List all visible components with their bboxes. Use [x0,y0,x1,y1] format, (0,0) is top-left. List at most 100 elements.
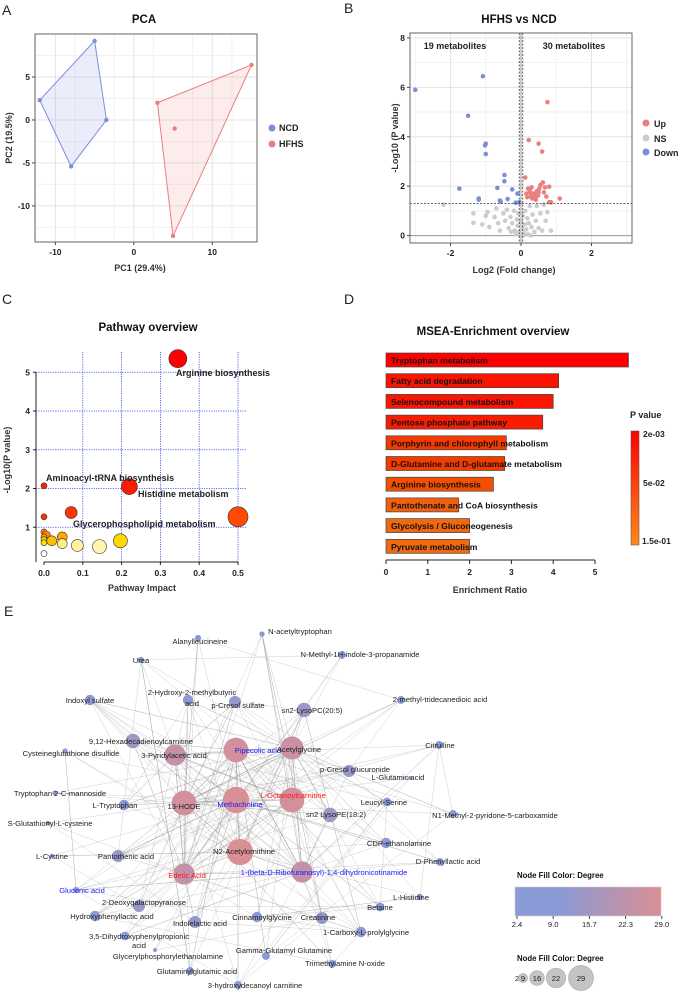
enrichment-bar [385,352,629,368]
network-node [280,736,304,760]
ns-point [527,203,533,209]
enrichment-bar [385,394,554,409]
network-edge [239,709,305,853]
network-edge [183,873,362,933]
plot-frame [409,32,633,244]
legend-ns-marker [642,134,650,142]
ncd-point [92,38,97,44]
network-edge [291,747,441,863]
network-edge [183,799,293,875]
network-node [315,911,329,925]
down-point [502,178,507,184]
network-edge [235,799,387,844]
network-node [182,694,194,706]
network-edge [235,749,303,873]
network-edge [124,871,303,937]
pathway-point [40,539,48,547]
ns-point [508,214,513,220]
up-point [545,99,550,105]
network-node-label: Glycerylphosphorylethanolamine [113,952,223,961]
legend-hfhs-marker [268,140,276,148]
network-edge [183,873,258,918]
network-edge [174,754,241,853]
legend-hfhs-label: HFHS [279,139,304,149]
size-legend-circle [529,970,545,986]
network-edge [235,777,411,801]
network-node [355,926,367,938]
network-node-label: L-Histidine [393,893,429,902]
network-node [342,764,356,778]
network-edge [89,699,176,756]
network-node-label: 3-hydroxydecanoyl carnitine [208,981,303,990]
network-edge [117,770,350,857]
pathway-point [40,550,48,557]
network-node-label: 1-(beta-D-Ribofuranosyl)-1,4-dihydronico… [241,868,408,877]
network-edge [291,799,323,919]
pvalue-legend-low: 1.5e-01 [642,536,671,546]
network-edge [183,633,263,875]
network-edge [183,799,237,875]
network-node-label: 3-Pyridylacetic acid [141,751,206,760]
network-edge [117,747,293,857]
network-edge [419,744,440,898]
ns-point [545,209,550,215]
y-tick-label: 4 [400,132,405,142]
network-edge [303,654,343,711]
colorbar-tick-label: 22.3 [618,920,633,929]
network-edge [183,802,303,873]
network-edge [132,740,185,804]
enrichment-bar [385,456,506,471]
up-count-annotation: 30 metabolites [543,41,606,51]
legend-down-label: Down [654,148,679,158]
network-node-label: L-Tryptophan [93,801,138,810]
network-node [188,915,202,929]
network-node [259,631,265,637]
ns-point [511,208,517,214]
ncd-hull [39,39,107,168]
network-node-label: Hydroxyphenyllactic acid [70,912,154,921]
network-node-label: Tryptophan 2-C-mannoside [14,789,106,798]
ncd-point [68,164,74,169]
legend-ncd-marker [268,124,276,132]
down-point [457,186,462,191]
network-edge [174,701,236,756]
pathway-point [168,349,188,368]
network-node-label: Gluconic acid [59,886,105,895]
network-edge [51,851,241,857]
network-node-label: Gamma-Glutamyl Glutamine [236,946,332,955]
network-edge [174,701,236,756]
network-edge [183,699,189,875]
network-node [125,733,141,749]
network-edge [89,699,185,875]
network-node-label: Alanylleucineine [173,637,228,646]
size-legend-label: 22 [552,974,560,983]
down-point [412,87,418,93]
network-edge [234,701,305,711]
network-edge [183,802,239,986]
network-edge [291,747,331,816]
network-edge [140,659,176,756]
network-edge [183,873,362,933]
network-edge [187,699,293,749]
network-edge [132,740,185,875]
network-node [152,947,158,953]
network-node [120,931,130,941]
x-tick-label: 5 [593,567,598,577]
network-edge [132,740,303,873]
x-tick-label: 0 [384,567,389,577]
ns-point [501,211,506,216]
hfhs-hull [156,64,253,238]
down-point [483,151,489,157]
network-node-label: acid [132,941,146,950]
y-tick-label: 2 [400,181,405,191]
network-edge [235,799,441,863]
network-edge [94,799,293,917]
ns-point [479,222,485,227]
up-point [533,197,539,203]
network-edge [189,749,237,972]
network-edge [54,747,293,794]
network-edge [265,747,293,957]
enrichment-bar-label: Pyruvate metabolism [391,542,478,552]
ns-point [525,215,530,221]
pathway-point [92,539,107,554]
